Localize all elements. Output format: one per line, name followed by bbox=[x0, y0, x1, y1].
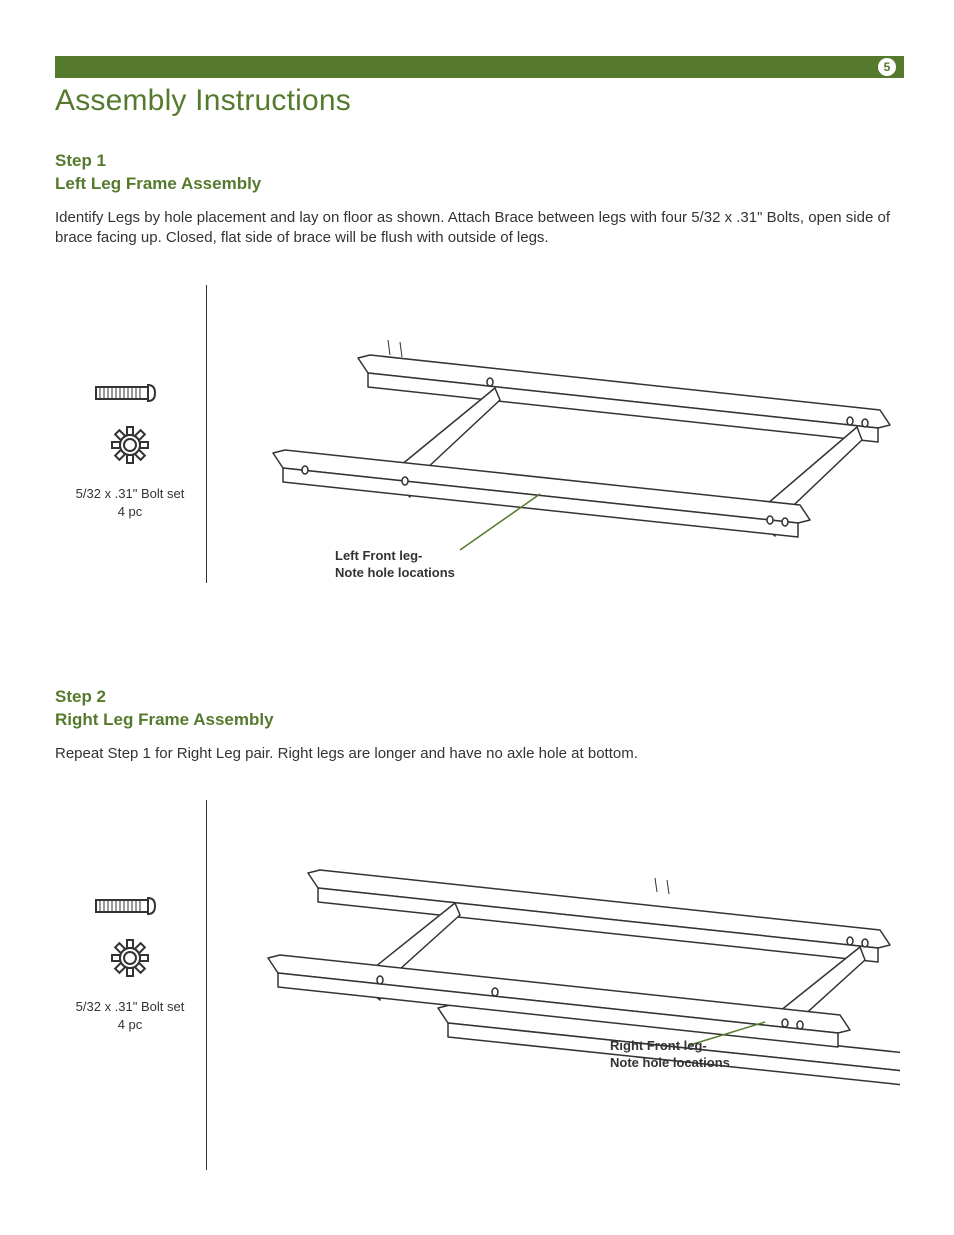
step2-hardware-block: 5/32 x .31" Bolt set 4 pc bbox=[55, 888, 205, 1033]
left-leg-frame-svg bbox=[260, 300, 900, 580]
step2-callout-line1: Right Front leg- bbox=[610, 1038, 707, 1053]
step2-hw-line1: 5/32 x .31" Bolt set bbox=[76, 999, 185, 1014]
main-title: Assembly Instructions bbox=[55, 84, 351, 118]
bolt-nut-icon bbox=[90, 888, 170, 983]
step1-divider bbox=[206, 285, 207, 583]
step2-hw-line2: 4 pc bbox=[118, 1017, 143, 1032]
step1-callout: Left Front leg- Note hole locations bbox=[335, 548, 455, 582]
step2-heading-line2: Right Leg Frame Assembly bbox=[55, 710, 274, 729]
step1-hw-line2: 4 pc bbox=[118, 504, 143, 519]
step1-hardware-block: 5/32 x .31" Bolt set 4 pc bbox=[55, 375, 205, 520]
page-number-badge: 5 bbox=[878, 58, 896, 76]
step1-callout-line1: Left Front leg- bbox=[335, 548, 422, 563]
step1-heading-line1: Step 1 bbox=[55, 151, 106, 170]
step1-heading: Step 1 Left Leg Frame Assembly bbox=[55, 150, 899, 196]
step1-hardware-label: 5/32 x .31" Bolt set 4 pc bbox=[55, 485, 205, 520]
step2-callout-line2: Note hole locations bbox=[610, 1055, 730, 1070]
step2-hardware-label: 5/32 x .31" Bolt set 4 pc bbox=[55, 998, 205, 1033]
step1-body: Identify Legs by hole placement and lay … bbox=[55, 208, 899, 249]
page: 5 Assembly Instructions Step 1 Left Leg … bbox=[0, 0, 954, 1235]
header-bar: 5 bbox=[55, 56, 904, 78]
step2-block: Step 2 Right Leg Frame Assembly Repeat S… bbox=[55, 686, 899, 764]
step2-heading-line1: Step 2 bbox=[55, 687, 106, 706]
step2-callout: Right Front leg- Note hole locations bbox=[610, 1038, 730, 1072]
step2-divider bbox=[206, 800, 207, 1170]
step2-body: Repeat Step 1 for Right Leg pair. Right … bbox=[55, 744, 899, 764]
right-leg-frame-svg bbox=[260, 830, 900, 1110]
step1-callout-line2: Note hole locations bbox=[335, 565, 455, 580]
step2-diagram bbox=[260, 830, 900, 1110]
step1-block: Step 1 Left Leg Frame Assembly Identify … bbox=[55, 150, 899, 248]
page-number: 5 bbox=[884, 60, 891, 74]
step1-heading-line2: Left Leg Frame Assembly bbox=[55, 174, 261, 193]
step2-heading: Step 2 Right Leg Frame Assembly bbox=[55, 686, 899, 732]
step1-hw-line1: 5/32 x .31" Bolt set bbox=[76, 486, 185, 501]
bolt-nut-icon bbox=[90, 375, 170, 470]
step1-diagram bbox=[260, 300, 900, 580]
